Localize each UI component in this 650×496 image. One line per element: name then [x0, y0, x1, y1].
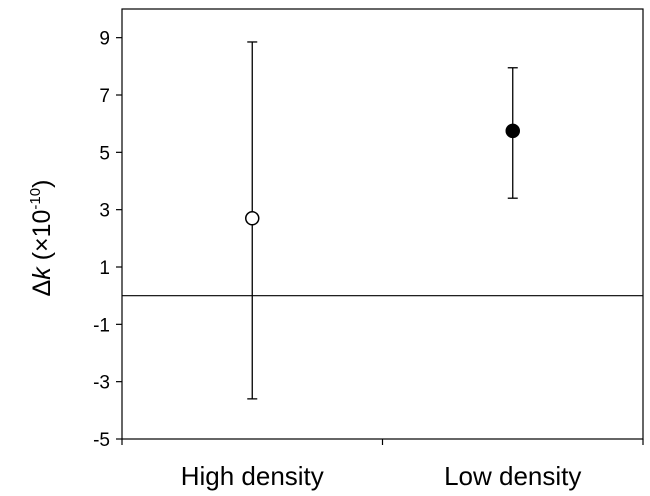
y-axis-title-k: k: [28, 266, 56, 280]
x-category-label: High density: [181, 461, 324, 491]
y-tick-label: -3: [93, 373, 110, 394]
y-axis: 9 7 5 3 1 -1 -3 -5: [93, 29, 122, 451]
x-category-label: Low density: [444, 461, 581, 491]
data-point-open: [245, 211, 260, 226]
y-axis-title-close: ): [28, 180, 56, 188]
data-points: [245, 123, 520, 226]
y-tick-label: 7: [99, 86, 110, 107]
y-tick-label: 1: [99, 258, 110, 279]
y-axis-title-delta: Δ: [28, 280, 56, 297]
plot-area-border: [121, 8, 644, 440]
y-tick-label: -5: [93, 430, 110, 451]
y-axis-title: Δk (×10-10): [27, 180, 56, 297]
y-tick-label: 9: [99, 29, 110, 50]
x-axis: High density Low density: [121, 439, 644, 491]
plot-frame: [121, 8, 644, 440]
y-tick-label: -1: [93, 315, 110, 336]
y-axis-title-exponent: -10: [27, 188, 44, 210]
y-tick-label: 3: [99, 201, 110, 222]
y-axis-title-open: (×10: [28, 210, 56, 268]
data-point-filled: [505, 123, 520, 139]
y-tick-label: 5: [99, 143, 110, 164]
error-bars: [247, 41, 518, 400]
